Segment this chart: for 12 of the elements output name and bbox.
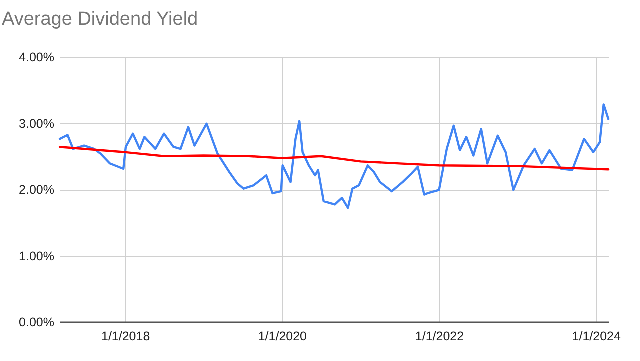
y-tick-label: 3.00% <box>19 116 54 131</box>
line-series <box>58 104 610 210</box>
y-tick-label: 0.00% <box>19 316 54 330</box>
x-tick-label: 1/1/2018 <box>101 330 150 344</box>
x-tick-label: 1/1/2020 <box>258 330 308 344</box>
y-tick-label: 1.00% <box>19 249 54 264</box>
x-tick-label: 1/1/2024 <box>572 330 621 344</box>
y-tick-label: 4.00% <box>19 50 54 64</box>
y-tick-label: 2.00% <box>19 183 54 197</box>
x-tick-label: 1/1/2022 <box>415 330 464 344</box>
chart-title: Average Dividend Yield <box>2 9 198 30</box>
line-series <box>58 146 610 171</box>
